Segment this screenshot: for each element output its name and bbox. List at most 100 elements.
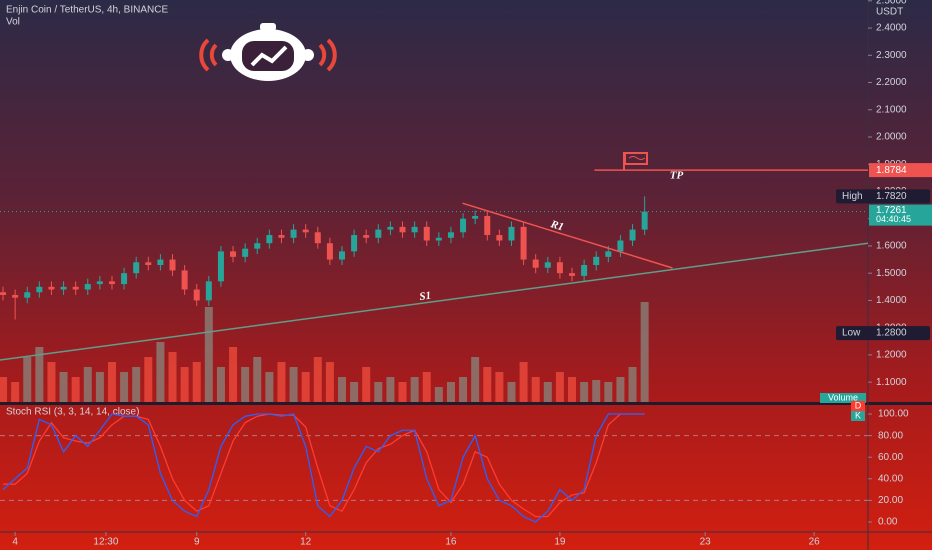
tp-price-box [869,163,932,178]
candle-body [84,284,91,290]
trend-line-label: S1 [419,290,432,303]
volume-bar [495,372,504,402]
volume-bar [289,367,298,402]
volume-bar [350,382,359,402]
volume-bar [107,362,116,402]
volume-bar [0,377,8,402]
candle-body [217,251,224,282]
candle-body [278,235,285,238]
x-tick-label: 26 [809,537,821,548]
y-tick-label: 2.4000 [876,23,907,34]
volume-bar [180,367,189,402]
trend-line-label: TP [670,170,684,182]
marker-box [836,326,930,341]
y-tick-label: 2.5000 [876,0,907,6]
volume-bar [11,382,20,402]
volume-bar [640,302,649,402]
volume-bar [568,377,577,402]
candle-body [556,262,563,274]
candle-body [108,281,115,285]
candle-body [36,286,43,293]
volume-bar [168,352,177,402]
volume-legend-box [820,393,866,403]
x-tick-label: 12 [300,537,312,548]
candle-body [569,273,576,276]
countdown: 04:40:45 [876,214,911,224]
stoch-line [2,413,645,523]
volume-bar [229,347,238,402]
volume-bar [120,372,129,402]
volume-bar [313,357,322,402]
y-tick-label: 2.3000 [876,50,907,61]
candle-body [254,243,261,249]
stoch-y-tick-label: 60.00 [878,452,903,463]
candle-body [399,226,406,233]
y-tick-label: 1.4000 [876,295,907,306]
trend-line [462,202,673,269]
volume-bar [83,367,92,402]
volume-bar [301,372,310,402]
candle-body [387,226,394,230]
candle-body [205,281,212,301]
trend-line-label: R1 [548,218,565,234]
volume-bar [580,382,589,402]
volume-bar [337,377,346,402]
candle-body [314,232,321,244]
volume-bar [386,377,395,402]
candle-body [121,273,128,285]
volume-bar [616,377,625,402]
volume-bar [555,372,564,402]
candle-body [520,226,527,260]
volume-bar [543,382,552,402]
volume-bar [434,387,443,402]
volume-bar [95,372,104,402]
candle-body [326,243,333,260]
candle-body [544,262,551,268]
candle-body [496,235,503,241]
currency: USDT [876,7,903,18]
candle-body [72,286,79,290]
volume-bar [47,362,56,402]
legend-swatch [851,401,865,411]
volume-bar [483,367,492,402]
last-price-box [869,204,932,226]
volume-bar [422,372,431,402]
chart-title: Enjin Coin / TetherUS, 4h, BINANCE [6,5,168,16]
candle-body [145,262,152,266]
volume-bar [132,367,141,402]
candle-body [641,211,648,230]
candle-body [12,294,19,298]
candle-body [48,286,55,290]
volume-bar [628,367,637,402]
last-price-label: 1.7261 [876,205,907,216]
volume-title: Vol [6,17,20,28]
volume-bar [35,347,44,402]
volume-bar [531,377,540,402]
legend-swatch [851,411,865,421]
y-tick-label: 1.2000 [876,350,907,361]
candle-body [266,235,273,244]
candle-body [24,292,31,298]
candle-body [338,251,345,260]
candle-body [157,259,164,266]
candle-body [460,218,467,233]
x-tick-label: 23 [700,537,712,548]
volume-bar [192,362,201,402]
legend-label: K [855,410,861,420]
volume-bar [446,382,455,402]
candle-body [508,226,515,241]
volume-bar [519,362,528,402]
tp-price-label: 1.8784 [876,165,907,176]
volume-bar [459,377,468,402]
candle-body [290,229,297,238]
candle-body [302,229,309,233]
volume-bar [216,367,225,402]
stoch-y-tick-label: 0.00 [878,517,898,528]
marker-label: High [842,191,863,202]
candle-body [629,229,636,241]
volume-bar [59,372,68,402]
volume-bar [265,372,274,402]
volume-bar [362,367,371,402]
